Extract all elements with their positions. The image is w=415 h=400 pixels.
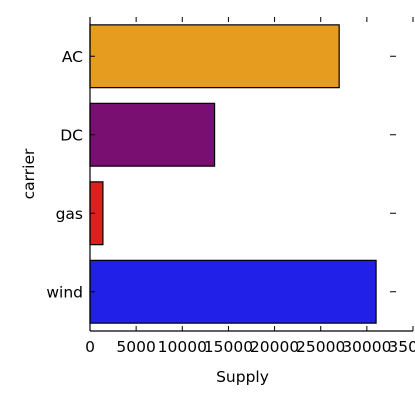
x-tick-label-15000: 15000	[204, 338, 253, 356]
x-tick-label-0: 0	[85, 338, 95, 356]
y-tick-label-wind: wind	[46, 283, 83, 301]
x-axis-label: Supply	[216, 368, 269, 386]
y-axis-label: carrier	[20, 148, 38, 199]
x-tick-label-20000: 20000	[250, 338, 299, 356]
y-tick-label-DC: DC	[60, 126, 83, 144]
x-ticks-group: 0 5000100001500020000250003000035000	[85, 17, 415, 356]
bars-group	[89, 24, 377, 324]
axes-group	[89, 17, 413, 332]
bar-AC	[89, 24, 340, 89]
x-tick-label-35000: 35000	[388, 338, 415, 356]
x-tick-label-10000: 10000	[158, 338, 207, 356]
y-ticks-group: AC DC gas wind	[46, 48, 396, 301]
y-tick-label-AC: AC	[62, 48, 83, 66]
x-tick-label-30000: 30000	[342, 338, 391, 356]
y-tick-label-gas: gas	[56, 205, 83, 223]
bar-wind	[89, 259, 377, 324]
x-tick-label-25000: 25000	[296, 338, 345, 356]
x-tick-label-5000: 5000	[116, 338, 155, 356]
bar-DC	[89, 102, 216, 167]
